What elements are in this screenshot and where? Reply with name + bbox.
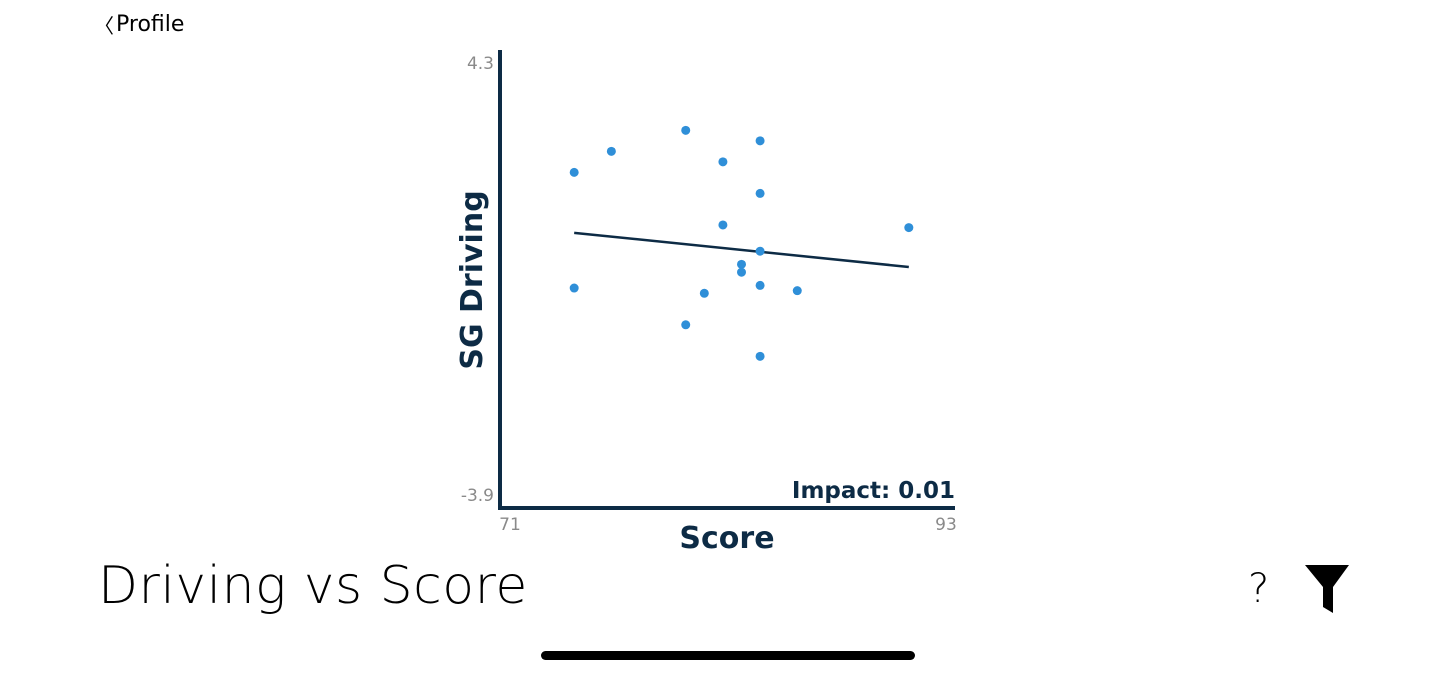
x-tick-label-min: 71 <box>499 515 521 535</box>
data-point-2 <box>681 125 691 135</box>
impact-annotation: Impact: 0.01 <box>792 478 955 504</box>
y-tick-label-min: -3.9 <box>461 486 494 506</box>
data-point-13 <box>569 283 579 293</box>
scatter-chart: 4.3 -3.971 93 Score SG Driving Impact: 0.01 <box>455 50 957 556</box>
trend-line <box>574 231 909 269</box>
data-point-8 <box>737 259 746 269</box>
data-point-9 <box>737 267 746 277</box>
data-point-15 <box>755 351 765 361</box>
data-point-3 <box>718 157 728 167</box>
data-point-14 <box>681 320 691 330</box>
data-point-7 <box>755 246 765 256</box>
page-title: Driving vs Score <box>98 556 528 616</box>
y-tick-label-max: 4.3 <box>467 54 494 74</box>
back-button[interactable]: 〈 Profile <box>94 10 184 39</box>
help-button[interactable]: ? <box>1248 566 1270 612</box>
plot-area: 4.3 -3.971 93 Score SG Driving Impact: 0.01 <box>455 50 957 556</box>
back-label: Profile <box>116 12 185 37</box>
data-point-10 <box>755 280 765 290</box>
data-point-0 <box>569 167 579 177</box>
data-point-11 <box>792 286 802 296</box>
x-tick-label-max: 93 <box>935 515 957 535</box>
data-point-16 <box>904 223 914 233</box>
funnel-icon[interactable] <box>1303 563 1351 615</box>
home-indicator <box>541 651 915 660</box>
data-point-12 <box>699 288 709 298</box>
data-point-6 <box>718 220 728 230</box>
data-point-1 <box>606 146 616 156</box>
chevron-left-icon: 〈 <box>94 14 114 38</box>
x-axis-title: Score <box>679 521 774 556</box>
data-point-4 <box>755 136 765 146</box>
y-axis-title: SG Driving <box>455 190 490 369</box>
data-point-5 <box>755 188 765 198</box>
